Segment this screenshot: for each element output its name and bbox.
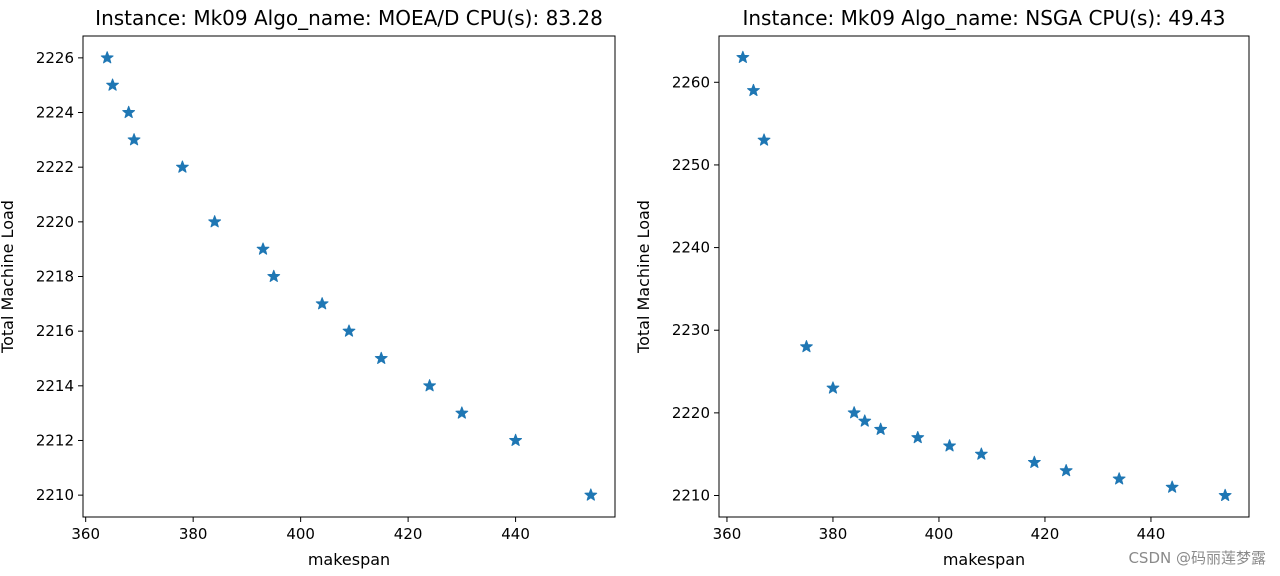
data-point (584, 488, 598, 501)
chart-title: Instance: Mk09 Algo_name: MOEA/D CPU(s):… (95, 6, 603, 30)
data-point (509, 433, 522, 446)
y-tick-label: 2210 (36, 486, 74, 504)
data-point (974, 447, 988, 460)
data-point (747, 83, 760, 97)
data-point (100, 51, 114, 64)
y-tick-label: 2220 (672, 404, 710, 422)
data-point (122, 105, 136, 119)
plot-frame (718, 35, 1250, 518)
data-point (176, 160, 189, 173)
y-tick-label: 2250 (672, 156, 710, 174)
data-point (943, 439, 956, 452)
y-tick-label: 2240 (672, 239, 710, 257)
data-point (208, 215, 222, 228)
x-tick-label: 400 (286, 525, 315, 543)
y-tick-label: 2260 (672, 73, 710, 91)
x-tick-label: 360 (713, 525, 742, 543)
x-tick-label: 420 (394, 525, 423, 543)
chart-2: Instance: Mk09 Algo_name: NSGA CPU(s): 4… (634, 6, 1250, 569)
x-tick-label: 420 (1031, 525, 1060, 543)
y-tick-label: 2224 (36, 104, 74, 122)
x-axis-label: makespan (943, 550, 1025, 569)
y-axis-label: Total Machine Load (634, 200, 653, 354)
data-point (826, 381, 840, 394)
data-point (106, 78, 119, 91)
data-point (757, 133, 771, 146)
chart-1: Instance: Mk09 Algo_name: MOEA/D CPU(s):… (0, 6, 616, 569)
data-point (874, 422, 888, 435)
data-point (1218, 488, 1232, 502)
x-tick-label: 440 (1137, 525, 1166, 543)
y-tick-label: 2222 (36, 158, 74, 176)
plot-frame (82, 35, 616, 518)
y-tick-label: 2218 (36, 268, 74, 286)
data-point (858, 414, 872, 427)
data-point (342, 324, 356, 337)
data-point (1165, 480, 1179, 493)
y-tick-label: 2220 (36, 213, 74, 231)
y-tick-label: 2212 (36, 431, 74, 449)
data-point (267, 269, 281, 283)
y-axis-label: Total Machine Load (0, 200, 17, 354)
data-point (374, 351, 388, 364)
chart-title: Instance: Mk09 Algo_name: NSGA CPU(s): 4… (742, 6, 1225, 30)
data-point (423, 379, 436, 392)
y-tick-label: 2216 (36, 322, 74, 340)
x-tick-label: 400 (925, 525, 954, 543)
y-tick-label: 2230 (672, 321, 710, 339)
x-tick-label: 380 (819, 525, 848, 543)
data-point (911, 430, 925, 444)
y-tick-label: 2226 (36, 49, 74, 67)
data-point (455, 406, 469, 419)
data-point (800, 340, 813, 353)
watermark: CSDN @码丽莲梦露 (1128, 549, 1266, 567)
data-point (1027, 455, 1041, 468)
y-tick-label: 2210 (672, 487, 710, 505)
x-tick-label: 440 (501, 525, 530, 543)
data-point (847, 406, 861, 419)
x-tick-label: 360 (71, 525, 100, 543)
x-axis-label: makespan (308, 550, 390, 569)
y-tick-label: 2214 (36, 377, 74, 395)
data-point (127, 133, 141, 146)
data-point (315, 297, 329, 310)
data-point (1059, 464, 1073, 477)
x-tick-label: 380 (179, 525, 208, 543)
data-point (736, 50, 750, 63)
data-point (256, 242, 270, 255)
data-point (1112, 472, 1126, 485)
